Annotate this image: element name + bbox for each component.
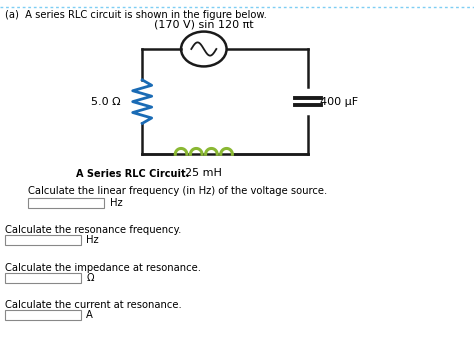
FancyBboxPatch shape xyxy=(5,235,81,245)
Text: 25 mH: 25 mH xyxy=(185,168,222,178)
Text: (a)  A series RLC circuit is shown in the figure below.: (a) A series RLC circuit is shown in the… xyxy=(5,10,266,20)
Text: Calculate the resonance frequency.: Calculate the resonance frequency. xyxy=(5,225,181,236)
Text: Ω: Ω xyxy=(86,273,94,283)
Text: (170 V) sin 120 πt: (170 V) sin 120 πt xyxy=(154,20,254,30)
Text: A Series RLC Circuit.: A Series RLC Circuit. xyxy=(76,169,189,179)
Text: Hz: Hz xyxy=(86,235,99,245)
FancyBboxPatch shape xyxy=(28,198,104,208)
Text: Calculate the impedance at resonance.: Calculate the impedance at resonance. xyxy=(5,263,201,273)
FancyBboxPatch shape xyxy=(5,273,81,283)
FancyBboxPatch shape xyxy=(5,310,81,320)
Text: Hz: Hz xyxy=(110,198,123,208)
Text: Calculate the current at resonance.: Calculate the current at resonance. xyxy=(5,300,182,310)
Text: 400 μF: 400 μF xyxy=(320,97,358,107)
Text: A: A xyxy=(86,310,93,320)
Text: Calculate the linear frequency (in Hz) of the voltage source.: Calculate the linear frequency (in Hz) o… xyxy=(28,186,328,196)
Text: 5.0 Ω: 5.0 Ω xyxy=(91,97,121,107)
